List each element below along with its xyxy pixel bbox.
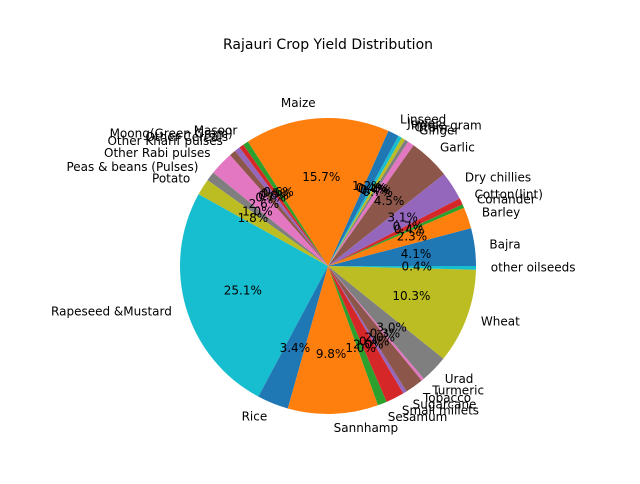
slice-pct-garlic: 4.5% (374, 194, 405, 208)
slice-other-cereals (234, 147, 328, 266)
slice-pct-other-cereals: 0.6% (258, 188, 289, 202)
slice-pct-linseed: 1.2% (352, 179, 383, 193)
slice-pct-wheat: 10.3% (392, 289, 430, 303)
slice-label-tobacco: Tobacco (422, 391, 471, 405)
slice-label-linseed: Linseed (400, 112, 446, 126)
slice-pct-jowar: 0.4% (356, 181, 387, 195)
slice-pct-ginger: 0.7% (362, 185, 393, 199)
slice-gram (328, 139, 409, 266)
slice-horse-gram (328, 137, 405, 266)
slice-urad (328, 266, 444, 379)
slice-pct-gram: 0.4% (360, 183, 391, 197)
slice-pct-moong-green-gram: 0.5% (261, 187, 292, 201)
slice-other-oilseeds (328, 266, 476, 270)
slice-pct-other-kharif-pulses: 0.7% (255, 191, 286, 205)
slice-pct-horse-gram: 0.4% (358, 182, 389, 196)
slice-pct-turmeric: 0.3% (370, 327, 401, 341)
slice-other-kharif-pulses (229, 150, 328, 266)
slice-other-rabi-pulses (213, 155, 328, 266)
slice-label-turmeric: Turmeric (431, 384, 484, 398)
slice-label-other-kharif-pulses: Other Kharif pulses (107, 134, 222, 148)
slice-pct-other-rabi-pulses: 2.6% (249, 197, 280, 211)
slice-label-peas-beans-pulses: Peas & beans (Pulses) (66, 160, 198, 174)
slice-cotton-lint (328, 198, 463, 266)
slice-label-sesamum: Sesamum (388, 410, 448, 424)
slice-label-ginger: Ginger (419, 124, 459, 138)
slice-peas-beans-pulses (207, 172, 328, 266)
slice-garlic (328, 145, 445, 266)
chart-title: Rajauri Crop Yield Distribution (223, 37, 433, 53)
slice-label-horse-gram: Horse-gram (411, 118, 482, 132)
slice-label-barley: Barley (482, 205, 520, 219)
slice-pct-dry-chillies: 3.1% (387, 210, 418, 224)
slice-sugarcane (328, 266, 407, 394)
slice-pct-urad: 3.0% (376, 320, 407, 334)
slice-sesamum (328, 266, 387, 406)
slice-label-coriander: Coriander (477, 193, 536, 207)
slice-bajra (328, 228, 476, 266)
slice-sannhamp (287, 266, 378, 415)
slice-pct-small-millets: 2.0% (353, 338, 384, 352)
slice-label-gram: Gram (414, 121, 447, 135)
slice-barley (328, 207, 472, 266)
slice-pct-rapeseed-mustard: 25.1% (224, 284, 262, 298)
slice-label-cotton-lint: Cotton(lint) (474, 187, 542, 201)
slice-pct-other-oilseeds: 0.4% (402, 260, 433, 274)
slice-pct-masoor: 0.6% (263, 185, 294, 199)
slice-pct-rice: 3.4% (280, 341, 311, 355)
slice-label-other-cereals: Other Cereals (145, 130, 228, 144)
slice-masoor (243, 141, 328, 266)
slice-label-rice: Rice (242, 410, 268, 424)
slice-maize (247, 117, 389, 266)
slice-label-rapeseed-mustard: Rapeseed &Mustard (51, 305, 172, 319)
slice-label-moong-green-gram: Moong(Green Gram) (110, 127, 233, 141)
slice-wheat (328, 266, 476, 359)
slice-moong-green-gram (239, 144, 328, 266)
slice-pct-tobacco: 2.0% (365, 331, 396, 345)
slice-potato (198, 180, 328, 266)
slice-label-masoor: Masoor (194, 123, 238, 137)
slice-label-jowar: Jowar (406, 116, 440, 130)
slice-percentages: 4.1%2.3%0.4%0.7%3.1%4.5%0.7%0.4%0.4%0.4%… (224, 170, 432, 361)
slice-jowar (328, 135, 402, 266)
slice-label-urad: Urad (445, 372, 474, 386)
slice-tobacco (328, 266, 422, 392)
slice-pct-cotton-lint: 0.7% (393, 220, 424, 234)
pie-slices (180, 117, 476, 415)
slice-label-garlic: Garlic (440, 140, 475, 154)
slice-small-millets (328, 266, 404, 402)
slice-rice (258, 266, 328, 409)
slice-pct-sugarcane: 0.4% (359, 334, 390, 348)
slice-pct-peas-beans-pulses: 1.0% (242, 205, 273, 219)
slice-linseed (328, 130, 399, 266)
slice-label-other-oilseeds: other oilseeds (491, 261, 576, 275)
slice-pct-bajra: 4.1% (401, 247, 432, 261)
slice-label-wheat: Wheat (481, 314, 520, 328)
slice-label-bajra: Bajra (489, 237, 520, 251)
slice-pct-potato: 1.8% (238, 211, 269, 225)
slice-label-small-millets: Small millets (402, 404, 479, 418)
slice-pct-coriander: 0.4% (394, 223, 425, 237)
slice-ginger (328, 141, 414, 266)
slice-label-dry-chillies: Dry chillies (465, 170, 531, 184)
slice-label-other-rabi-pulses: Other Rabi pulses (104, 146, 211, 160)
slice-label-sannhamp: Sannhamp (334, 421, 398, 435)
slice-label-maize: Maize (281, 96, 316, 110)
slice-rapeseed-mustard (180, 194, 328, 397)
slice-dry-chillies (328, 174, 460, 266)
slice-pct-sannhamp: 9.8% (316, 347, 347, 361)
slice-label-sugarcane: Sugarcane (413, 398, 477, 412)
slice-coriander (328, 204, 465, 266)
slice-pct-maize: 15.7% (302, 170, 340, 184)
slice-turmeric (328, 266, 424, 381)
slice-pct-barley: 2.3% (397, 230, 428, 244)
slice-pct-sesamum: 1.0% (345, 341, 376, 355)
slice-label-potato: Potato (152, 172, 190, 186)
